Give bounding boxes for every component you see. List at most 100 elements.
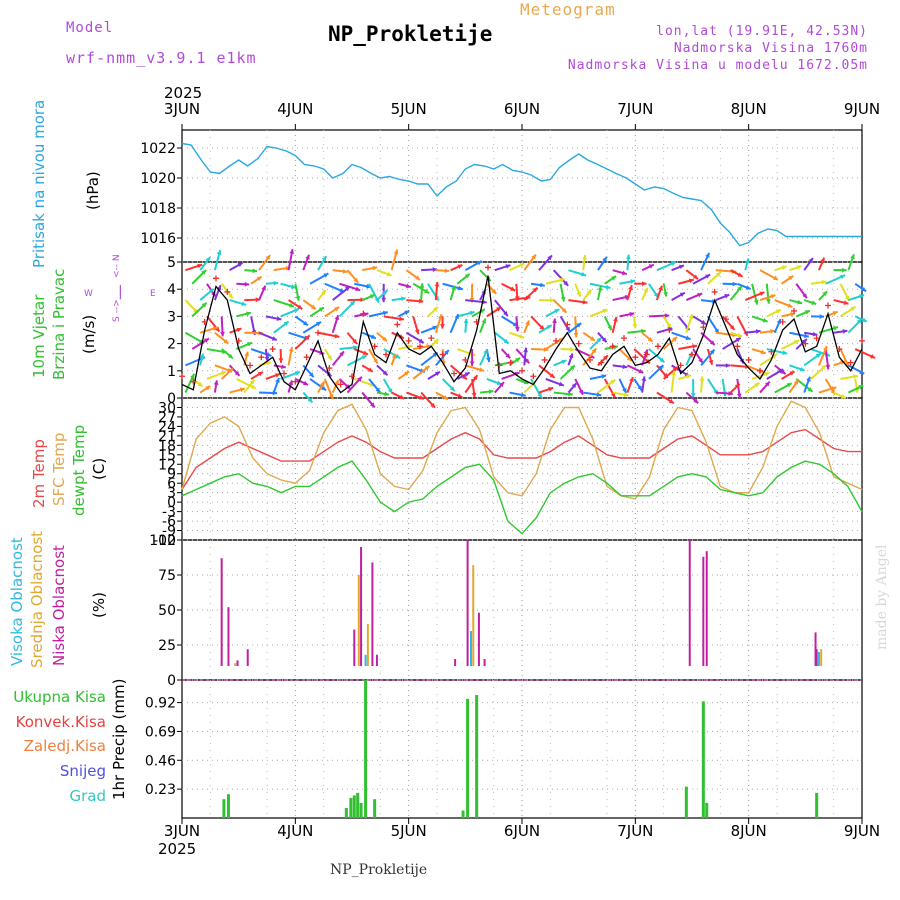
- wind-arrow-head: [821, 279, 827, 285]
- low-cloud-bar: [483, 659, 486, 666]
- wind-arrow-head: [859, 294, 865, 299]
- elevation-info: Nadmorska Visina 1760m: [673, 41, 868, 56]
- total-rain-bar: [364, 680, 368, 818]
- wind-arrow-head: [433, 339, 439, 345]
- wind-arrow-head: [249, 379, 255, 385]
- wind-arrow-head: [294, 308, 300, 313]
- wind-arrow-head: [668, 398, 674, 404]
- low-cloud-bar: [705, 551, 708, 666]
- wind-arrow-head: [648, 264, 654, 269]
- lonlat-info: lon,lat (19.91E, 42.53N): [656, 24, 868, 39]
- wind-arrow-head: [369, 294, 375, 299]
- wind-arrow-head: [250, 384, 256, 389]
- temp-2m-line: [181, 428, 862, 490]
- wind-arrow-head: [503, 311, 508, 316]
- x-tick-label-bottom: 6JUN: [504, 822, 540, 840]
- wind-arrow-head: [214, 326, 220, 332]
- wind-arrow-head: [418, 395, 424, 400]
- wind-arrow-head: [319, 381, 325, 387]
- wind-gust-marker: [847, 359, 854, 366]
- wind-arrow-head: [404, 371, 410, 376]
- x-tick-label-top: 7JUN: [617, 100, 653, 118]
- wind-arrow-head: [444, 349, 449, 355]
- wind-arrow-head: [708, 359, 714, 365]
- wind-arrow-head: [558, 381, 564, 387]
- wind-arrow-head: [523, 347, 528, 353]
- wind-gust-marker: [417, 343, 423, 350]
- y-tick-label: 21: [158, 429, 176, 445]
- wind-arrow-head: [315, 321, 321, 327]
- wind-arrow-head: [514, 326, 520, 332]
- wind-gust-marker: [757, 367, 763, 374]
- wind-arrow-head: [531, 254, 536, 260]
- wind-arrow-head: [361, 355, 367, 360]
- wind-arrow-head: [621, 270, 627, 276]
- wind-arrow-head: [275, 377, 280, 383]
- wind-arrow-head: [601, 374, 607, 379]
- wind-arrow-head: [405, 283, 411, 289]
- low-cloud-bar: [246, 649, 249, 666]
- legend-total-rain: Ukupna Kisa: [13, 688, 106, 706]
- low-cloud-bar: [688, 540, 691, 666]
- wind-arrow-head: [589, 336, 595, 341]
- wind-arrow-head: [519, 263, 525, 268]
- wind-arrow-head: [519, 334, 525, 339]
- wind-arrow-head: [273, 280, 279, 286]
- wind-arrow-head: [228, 293, 233, 299]
- wind-arrow-head: [699, 376, 705, 381]
- wind-arrow-head: [693, 274, 698, 280]
- y-tick-label: -3: [162, 505, 176, 521]
- x-tick-label-top: 8JUN: [731, 100, 767, 118]
- wind-arrow-head: [820, 257, 825, 263]
- wind-gust-marker: [700, 324, 707, 331]
- wind-arrow-head: [793, 380, 799, 385]
- total-rain-bar: [475, 695, 479, 818]
- pressure-line: [181, 142, 862, 247]
- wind-arrow-head: [870, 354, 876, 359]
- wind-arrow-head: [764, 371, 770, 377]
- wind-arrow-head: [426, 344, 432, 349]
- sfc-temp-line: [181, 400, 863, 500]
- wind-arrow-head: [357, 376, 362, 382]
- x-tick-label-top: 6JUN: [504, 100, 540, 118]
- wind-arrow-head: [670, 261, 676, 266]
- mid-cloud-bar: [820, 649, 823, 666]
- wind-arrow-head: [223, 339, 229, 344]
- wind-gust-marker: [621, 335, 627, 342]
- wind-gust-marker: [813, 335, 820, 342]
- wind-arrow-head: [415, 275, 420, 280]
- wind-arrow-head: [602, 308, 608, 314]
- legend-frozen-rain: Zaledj.Kisa: [23, 737, 106, 755]
- wind-arrow-head: [776, 318, 782, 324]
- wind-arrow-head: [753, 299, 759, 305]
- wind-arrow-head: [387, 388, 393, 394]
- wind-arrow-head: [688, 314, 694, 320]
- wind-arrow-head: [709, 349, 715, 355]
- wind-arrow-head: [462, 374, 468, 380]
- wind-gust-marker: [587, 356, 593, 363]
- wind-arrow-head: [850, 254, 855, 260]
- wind-arrow-head: [764, 381, 770, 387]
- total-rain-bar: [815, 792, 819, 818]
- wind-arrow-head: [547, 255, 552, 261]
- x-tick-label-bottom: 7JUN: [617, 822, 653, 840]
- wind-arrow-head: [693, 398, 699, 404]
- wind-arrow-head: [334, 315, 340, 321]
- wind-arrow-head: [582, 299, 588, 305]
- wind-arrow-head: [256, 276, 262, 282]
- wind-arrow-head: [432, 325, 438, 331]
- wind-arrow-head: [386, 271, 392, 277]
- wind-arrow-head: [628, 285, 633, 291]
- wind-arrow-head: [281, 364, 286, 370]
- high-cloud-bar: [470, 631, 472, 666]
- wind-gust-marker: [507, 359, 514, 366]
- data-marks: [179, 142, 876, 818]
- wind-gust-marker: [179, 373, 185, 380]
- wind-gust-marker: [213, 275, 219, 282]
- wind-arrow-head: [605, 284, 611, 290]
- wind-arrow-head: [861, 286, 867, 292]
- wind-arrow-head: [469, 310, 475, 316]
- wind-arrow-head: [737, 272, 743, 277]
- wind-arrow-head: [334, 306, 340, 312]
